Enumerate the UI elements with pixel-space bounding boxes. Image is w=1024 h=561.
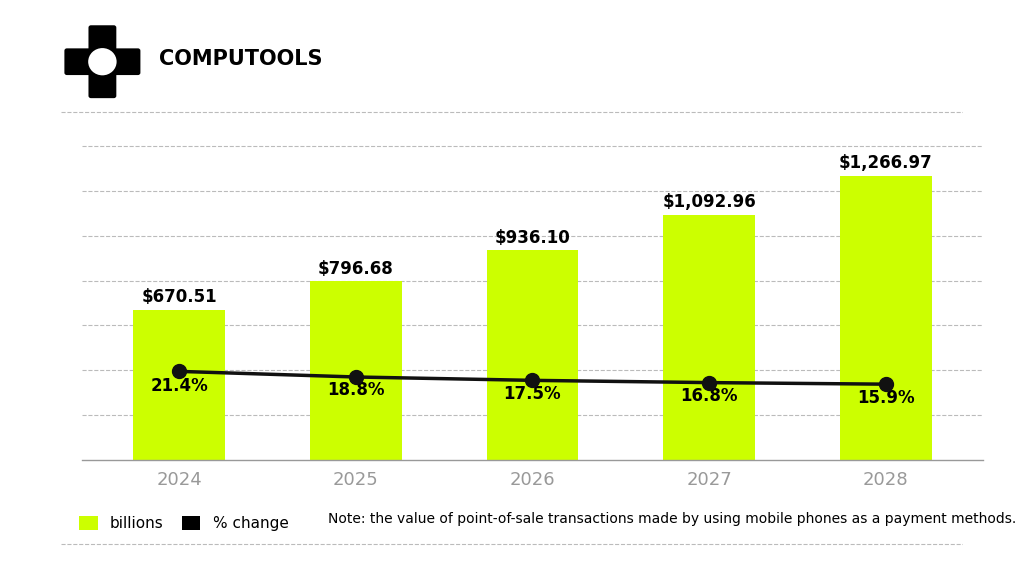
Text: $1,266.97: $1,266.97	[839, 154, 933, 172]
Text: $936.10: $936.10	[495, 228, 570, 247]
Text: 21.4%: 21.4%	[151, 377, 208, 395]
Bar	[133, 310, 225, 460]
FancyBboxPatch shape	[65, 48, 92, 75]
Text: $796.68: $796.68	[317, 260, 393, 278]
FancyBboxPatch shape	[88, 71, 117, 98]
FancyBboxPatch shape	[113, 48, 140, 75]
FancyBboxPatch shape	[88, 25, 117, 52]
Circle shape	[88, 48, 117, 75]
Legend: billions, % change: billions, % change	[79, 516, 289, 531]
Bar	[310, 281, 401, 460]
Bar	[840, 176, 932, 460]
Bar	[664, 215, 755, 460]
FancyBboxPatch shape	[88, 48, 117, 75]
Text: 17.5%: 17.5%	[504, 385, 561, 403]
Text: COMPUTOOLS: COMPUTOOLS	[159, 49, 323, 69]
Text: $670.51: $670.51	[141, 288, 217, 306]
Text: 18.8%: 18.8%	[327, 381, 385, 399]
Text: $1,092.96: $1,092.96	[663, 194, 756, 211]
Text: Note: the value of point-of-sale transactions made by using mobile phones as a p: Note: the value of point-of-sale transac…	[328, 512, 1016, 526]
Text: 16.8%: 16.8%	[680, 387, 738, 405]
Text: 15.9%: 15.9%	[857, 389, 914, 407]
Bar	[486, 250, 579, 460]
